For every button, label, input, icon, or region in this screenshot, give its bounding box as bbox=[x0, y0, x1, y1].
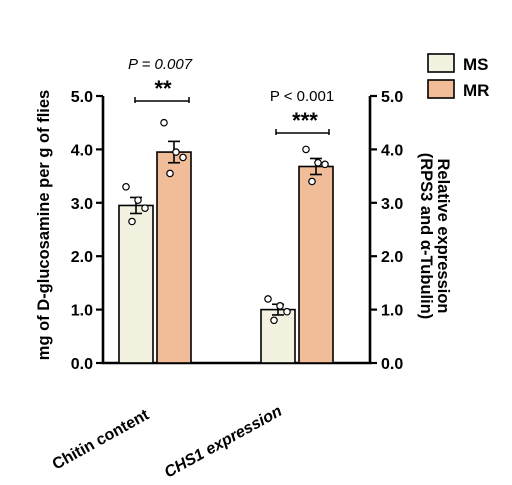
right-y-ticks: 0.0 1.0 2.0 3.0 4.0 5.0 bbox=[370, 89, 403, 373]
data-point bbox=[134, 196, 142, 204]
right-tick-label: 1.0 bbox=[381, 303, 403, 320]
bracket-chs1 bbox=[275, 129, 330, 135]
data-point bbox=[321, 160, 329, 169]
right-tick-label: 3.0 bbox=[381, 196, 403, 213]
left-tick-label: 4.0 bbox=[71, 142, 93, 159]
data-point bbox=[283, 307, 291, 316]
bar-mr-0 bbox=[156, 151, 192, 364]
y-axis-title-left: mg of D-glucosamine per g of flies bbox=[35, 90, 53, 360]
category-label-chs1: CHS1 expression bbox=[162, 403, 286, 482]
legend-swatch-ms bbox=[427, 53, 455, 73]
right-tick-label: 0.0 bbox=[381, 356, 403, 373]
left-tick-label: 1.0 bbox=[71, 303, 93, 320]
pvalue-chs1: P < 0.001 bbox=[270, 88, 334, 105]
category-label-chitin: Chitin content bbox=[50, 406, 153, 473]
data-point bbox=[270, 316, 278, 325]
bar-ms-0 bbox=[118, 204, 154, 364]
pvalue-chitin: P = 0.007 bbox=[128, 56, 193, 73]
bars-group bbox=[118, 118, 334, 364]
left-tick-label: 2.0 bbox=[71, 249, 93, 266]
right-tick-label: 5.0 bbox=[381, 89, 403, 106]
data-point bbox=[128, 217, 136, 226]
legend-label-ms: MS bbox=[463, 55, 489, 74]
data-point bbox=[160, 118, 168, 127]
data-point bbox=[122, 182, 130, 191]
data-point bbox=[172, 148, 180, 156]
data-point bbox=[179, 153, 187, 162]
right-tick-label: 2.0 bbox=[381, 249, 403, 266]
data-point bbox=[302, 145, 310, 154]
legend-swatch-mr bbox=[427, 79, 455, 99]
right-tick-label: 4.0 bbox=[381, 142, 403, 159]
data-point bbox=[141, 204, 149, 212]
bar-ms-1 bbox=[260, 308, 296, 364]
bracket-chitin bbox=[134, 97, 190, 103]
left-tick-label: 3.0 bbox=[71, 196, 93, 213]
left-y-ticks: 0.0 1.0 2.0 3.0 4.0 5.0 bbox=[71, 89, 103, 373]
stars-chitin: ** bbox=[154, 76, 172, 101]
left-tick-label: 0.0 bbox=[71, 356, 93, 373]
y-axis-title-right-line1: Relative expression bbox=[434, 159, 452, 314]
data-point bbox=[314, 158, 322, 167]
legend-label-mr: MR bbox=[463, 81, 489, 100]
data-point bbox=[166, 169, 174, 178]
stars-chs1: *** bbox=[292, 108, 318, 133]
left-tick-label: 5.0 bbox=[71, 89, 93, 106]
y-axis-title-right-line2: (RPS3 and α-Tubulin) bbox=[417, 153, 435, 320]
data-point bbox=[264, 295, 272, 303]
data-point bbox=[308, 177, 316, 186]
bar-mr-1 bbox=[298, 165, 334, 364]
data-point bbox=[276, 302, 284, 310]
